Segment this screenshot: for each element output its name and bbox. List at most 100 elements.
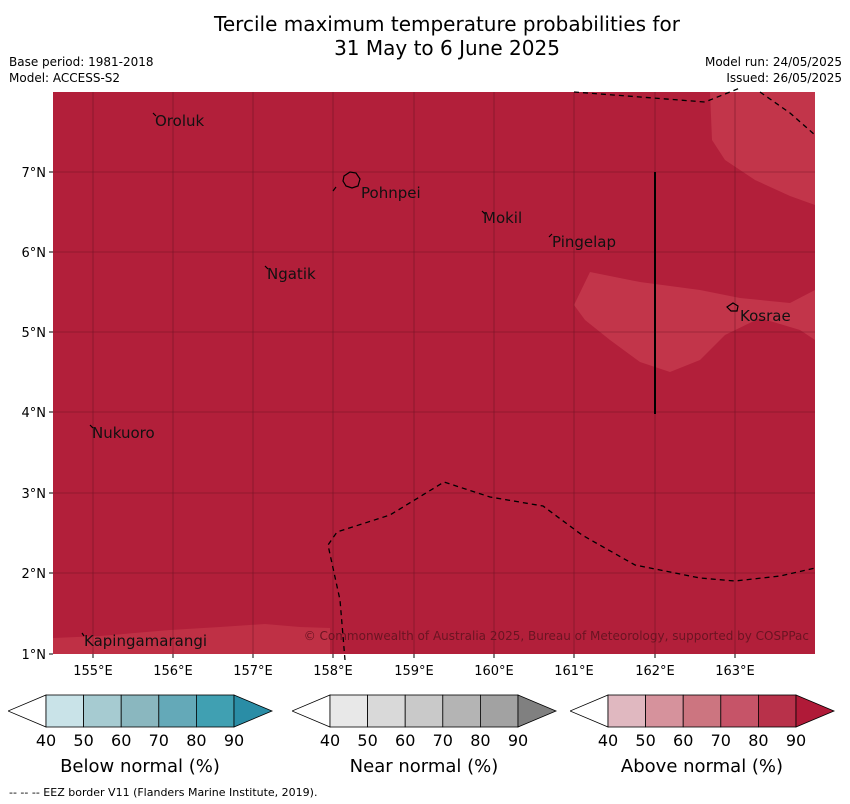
- island-pingelap: [548, 233, 553, 238]
- place-labels: Oroluk Pohnpei Mokil Pingelap Ngatik Kos…: [84, 112, 791, 650]
- legend-below-tick: 60: [111, 731, 131, 750]
- place-label-pingelap: Pingelap: [552, 233, 616, 251]
- legend-above-tick: 60: [673, 731, 693, 750]
- legend-above-segment-4: [720, 694, 759, 728]
- probability-patch-east: [574, 272, 815, 372]
- legend-above-segment-6: [795, 694, 836, 728]
- tercile-map: Oroluk Pohnpei Mokil Pingelap Ngatik Kos…: [22, 87, 816, 679]
- eez-footnote: -- -- -- EEZ border V11 (Flanders Marine…: [9, 786, 318, 799]
- legend-above-segment-1: [607, 694, 646, 728]
- legend-below-tick: 40: [36, 731, 56, 750]
- model-name: Model: ACCESS-S2: [9, 71, 121, 85]
- legend-below-label: Below normal (%): [60, 756, 220, 777]
- title-line-2: 31 May to 6 June 2025: [334, 36, 560, 60]
- legend-near-segment-3: [404, 694, 444, 728]
- legend-above-tick: 80: [748, 731, 768, 750]
- legend-near-tick: 90: [508, 731, 528, 750]
- lat-tick-2: 2°N: [22, 567, 47, 582]
- legend-below-segment-5: [195, 694, 235, 728]
- longitude-tick-labels: 155°E 156°E 157°E 158°E 159°E 160°E 161°…: [73, 664, 755, 679]
- probability-patch-northeast: [710, 92, 815, 205]
- lat-tick-3: 3°N: [22, 487, 47, 502]
- place-label-oroluk: Oroluk: [155, 112, 204, 130]
- legend-above-ticks: 40 50 60 70 80 90: [598, 731, 806, 750]
- legend-above-tick: 40: [598, 731, 618, 750]
- legend-below-segment-6: [233, 694, 274, 728]
- lat-tick-6: 6°N: [22, 246, 47, 261]
- legend-below-ticks: 40 50 60 70 80 90: [36, 731, 244, 750]
- lon-tick-155: 155°E: [73, 664, 113, 679]
- legend-near-segment-1: [329, 694, 368, 728]
- legend-below-segment-0: [8, 694, 47, 728]
- legend-below-segment-1: [45, 694, 84, 728]
- legend-below-tick: 50: [73, 731, 93, 750]
- legend-above-segment-2: [645, 694, 684, 728]
- legend-near-tick: 80: [470, 731, 490, 750]
- lon-tick-158: 158°E: [313, 664, 353, 679]
- legend-below-tick: 80: [186, 731, 206, 750]
- island-ant-atoll: [332, 186, 337, 192]
- legend-above-tick: 90: [786, 731, 806, 750]
- island-kapingamarangi: [81, 632, 85, 637]
- legend-near-tick: 50: [357, 731, 377, 750]
- legend-below-segment-4: [158, 694, 197, 728]
- eez-border-northeast: [759, 91, 816, 136]
- legend-near-tick: 60: [395, 731, 415, 750]
- legend-near-tick: 70: [433, 731, 453, 750]
- legend-near-tick: 40: [320, 731, 340, 750]
- lon-tick-156: 156°E: [153, 664, 193, 679]
- legend-below-segment-2: [83, 694, 122, 728]
- legend-near-normal: 40 50 60 70 80 90 Near normal (%): [292, 694, 558, 777]
- issued-date: Issued: 26/05/2025: [726, 71, 842, 85]
- legend-above-label: Above normal (%): [621, 756, 783, 777]
- copyright-notice: © Commonwealth of Australia 2025, Bureau…: [304, 629, 809, 643]
- legend-above-segment-0: [570, 694, 609, 728]
- legend-near-label: Near normal (%): [350, 756, 499, 777]
- place-label-ngatik: Ngatik: [267, 265, 316, 283]
- islands: [81, 112, 739, 637]
- axis-ticks: [49, 171, 736, 658]
- lon-tick-160: 160°E: [474, 664, 514, 679]
- legend-below-tick: 70: [149, 731, 169, 750]
- lon-tick-159: 159°E: [394, 664, 434, 679]
- lon-tick-157: 157°E: [233, 664, 273, 679]
- island-oroluk: [152, 112, 157, 117]
- map-title: Tercile maximum temperature probabilitie…: [0, 12, 850, 60]
- meta-right: Model run: 24/05/2025 Issued: 26/05/2025: [705, 54, 842, 86]
- model-run: Model run: 24/05/2025: [704, 55, 842, 69]
- island-mokil: [481, 210, 486, 215]
- place-label-kosrae: Kosrae: [740, 307, 791, 325]
- lon-tick-161: 161°E: [554, 664, 594, 679]
- legend-above-tick: 70: [711, 731, 731, 750]
- lat-tick-7: 7°N: [22, 166, 47, 181]
- lon-tick-163: 163°E: [715, 664, 755, 679]
- legend-above-normal: 40 50 60 70 80 90 Above normal (%): [570, 694, 836, 777]
- lon-tick-162: 162°E: [635, 664, 675, 679]
- legend-below-normal: 40 50 60 70 80 90 Below normal (%): [8, 694, 274, 777]
- legend-above-segment-5: [757, 694, 797, 728]
- island-kosrae: [726, 302, 739, 312]
- place-label-mokil: Mokil: [483, 209, 522, 227]
- eez-borders: [327, 87, 816, 661]
- legend-near-segment-4: [442, 694, 481, 728]
- eez-border-south: [327, 481, 816, 661]
- meta-left: Base period: 1981-2018 Model: ACCESS-S2: [9, 54, 154, 86]
- lat-tick-5: 5°N: [22, 326, 47, 341]
- title-line-1: Tercile maximum temperature probabilitie…: [214, 12, 680, 36]
- legend-near-segment-5: [479, 694, 519, 728]
- legend-above-segment-3: [682, 694, 722, 728]
- lat-tick-1: 1°N: [22, 648, 47, 663]
- latitude-tick-labels: 1°N 2°N 3°N 4°N 5°N 6°N 7°N: [22, 166, 47, 663]
- island-nukuoro: [89, 424, 94, 429]
- place-label-nukuoro: Nukuoro: [92, 424, 155, 442]
- legend-near-ticks: 40 50 60 70 80 90: [320, 731, 528, 750]
- legend-below-segment-3: [120, 694, 160, 728]
- lat-tick-4: 4°N: [22, 406, 47, 421]
- place-label-pohnpei: Pohnpei: [361, 184, 421, 202]
- island-ngatik: [264, 265, 269, 270]
- place-label-kapingamarangi: Kapingamarangi: [84, 632, 207, 650]
- legend-near-segment-0: [292, 694, 331, 728]
- legend-near-segment-6: [517, 694, 558, 728]
- map-background: [53, 92, 815, 654]
- legend-near-segment-2: [367, 694, 406, 728]
